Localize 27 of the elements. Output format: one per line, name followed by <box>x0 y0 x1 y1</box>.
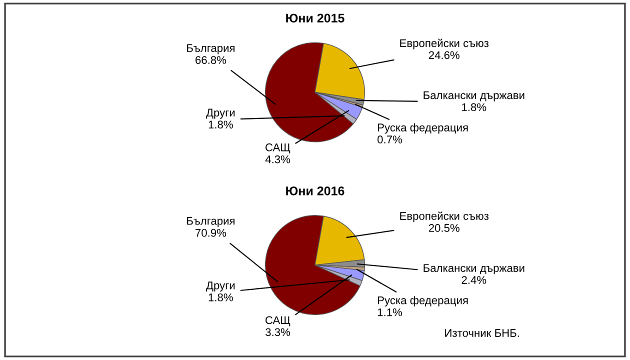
data-label: 4.3% <box>265 155 290 164</box>
slice-label: Европейски съюз <box>400 212 489 222</box>
chart-title: Юни 2015 <box>286 14 344 23</box>
slice-label: България <box>187 44 235 54</box>
data-label: 3.3% <box>266 328 290 336</box>
data-label: 66.8% <box>196 56 226 64</box>
slice-label: Руска федерация <box>378 123 468 134</box>
slice-label: Европейски съюз <box>400 38 489 50</box>
slice-label: Балкански държави <box>424 91 524 102</box>
data-label: 1.8% <box>462 103 486 112</box>
data-label: 0.7% <box>378 136 402 144</box>
slice-label: България <box>187 217 235 227</box>
data-label: 2.4% <box>462 276 486 284</box>
data-label: 1.8% <box>208 120 233 129</box>
slice-label: Руска федерация <box>378 296 468 306</box>
data-label: 24.6% <box>428 51 460 60</box>
slice-label: Балкански държави <box>424 264 524 274</box>
text: Източник БНБ. <box>445 329 519 337</box>
data-label: 1.1% <box>378 308 402 316</box>
data-label: 20.5% <box>428 224 460 232</box>
slice-label: Други <box>206 108 235 119</box>
slice-label: САЩ <box>266 143 290 154</box>
data-label: 70.9% <box>196 228 226 237</box>
chart-title: Юни 2016 <box>286 186 344 196</box>
slice-label: САЩ <box>266 316 290 326</box>
slice-label: Други <box>206 282 235 292</box>
data-label: 1.8% <box>208 293 233 302</box>
